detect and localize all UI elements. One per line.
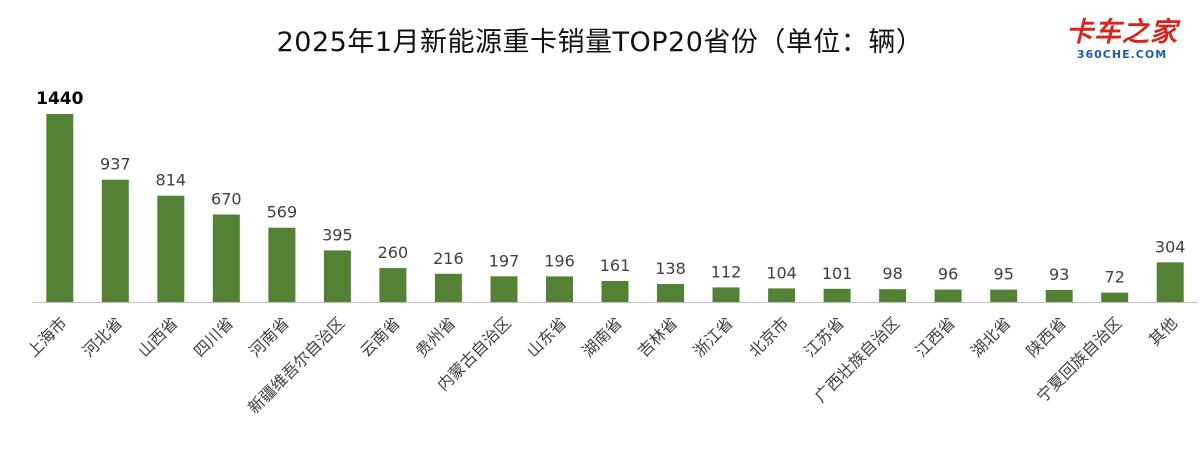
- bar: [768, 288, 796, 302]
- bar: [490, 276, 518, 302]
- data-label: 138: [655, 259, 686, 278]
- category-tick-label: 江苏省: [801, 313, 848, 360]
- category-tick-label: 吉林省: [634, 313, 681, 360]
- data-label: 395: [322, 225, 353, 244]
- category-tick-label: 河北省: [79, 313, 126, 360]
- data-label: 569: [267, 203, 298, 222]
- bar: [546, 276, 573, 302]
- data-label: 161: [600, 256, 631, 275]
- data-label: 1440: [36, 89, 83, 109]
- chart-title: 2025年1月新能源重卡销量TOP20省份（单位：辆）: [276, 27, 924, 58]
- category-tick-label: 贵州省: [412, 313, 459, 360]
- data-label: 93: [1049, 265, 1069, 284]
- data-label: 304: [1155, 237, 1186, 256]
- category-tick-label: 新疆维吾尔自治区: [244, 313, 348, 417]
- bar: [823, 288, 851, 302]
- bar: [1156, 262, 1184, 302]
- data-label: 98: [882, 264, 902, 283]
- bar: [268, 227, 296, 302]
- data-label: 260: [378, 243, 409, 262]
- data-label: 197: [489, 251, 520, 270]
- bar: [46, 114, 74, 302]
- category-tick-label: 湖南省: [578, 313, 625, 360]
- data-label: 101: [822, 264, 853, 283]
- data-label: 95: [994, 265, 1014, 284]
- category-tick-label: 北京市: [745, 313, 792, 360]
- data-label: 104: [766, 263, 797, 282]
- category-tick-label: 其他: [1145, 313, 1181, 349]
- logo-wordmark: 卡车之家: [1066, 17, 1178, 48]
- bar: [712, 287, 740, 302]
- bar: [157, 195, 185, 302]
- bar: [212, 214, 240, 302]
- bar: [657, 284, 684, 302]
- data-label: 670: [211, 190, 242, 209]
- category-tick-label: 浙江省: [689, 313, 736, 360]
- category-tick-label: 上海市: [23, 313, 70, 360]
- brand-logo: 卡车之家 360CHE.COM: [1062, 18, 1182, 64]
- data-label: 96: [938, 265, 958, 284]
- bar: [934, 289, 962, 302]
- category-tick-label: 山西省: [134, 313, 181, 360]
- bar: [379, 268, 407, 302]
- data-label: 814: [156, 171, 187, 190]
- data-label: 196: [544, 251, 575, 270]
- category-tick-label: 湖北省: [967, 313, 1014, 360]
- bar: [323, 250, 351, 302]
- bar: [990, 289, 1018, 302]
- category-tick-label: 江西省: [912, 313, 959, 360]
- category-tick-label: 四川省: [190, 313, 237, 360]
- category-tick-label: 云南省: [356, 313, 403, 360]
- bar: [601, 281, 629, 302]
- data-label: 112: [711, 262, 742, 281]
- bar: [101, 179, 129, 302]
- category-tick-label: 河南省: [245, 313, 292, 360]
- logo-domain: 360CHE.COM: [1076, 48, 1168, 61]
- bar: [434, 273, 462, 302]
- bar: [1045, 289, 1073, 302]
- category-tick-label: 陕西省: [1023, 313, 1070, 360]
- category-tick-label: 山东省: [523, 313, 570, 360]
- data-label: 216: [433, 249, 464, 268]
- data-label: 937: [100, 155, 131, 174]
- bar: [1101, 292, 1129, 302]
- bar: [879, 289, 907, 302]
- data-label: 72: [1105, 268, 1125, 287]
